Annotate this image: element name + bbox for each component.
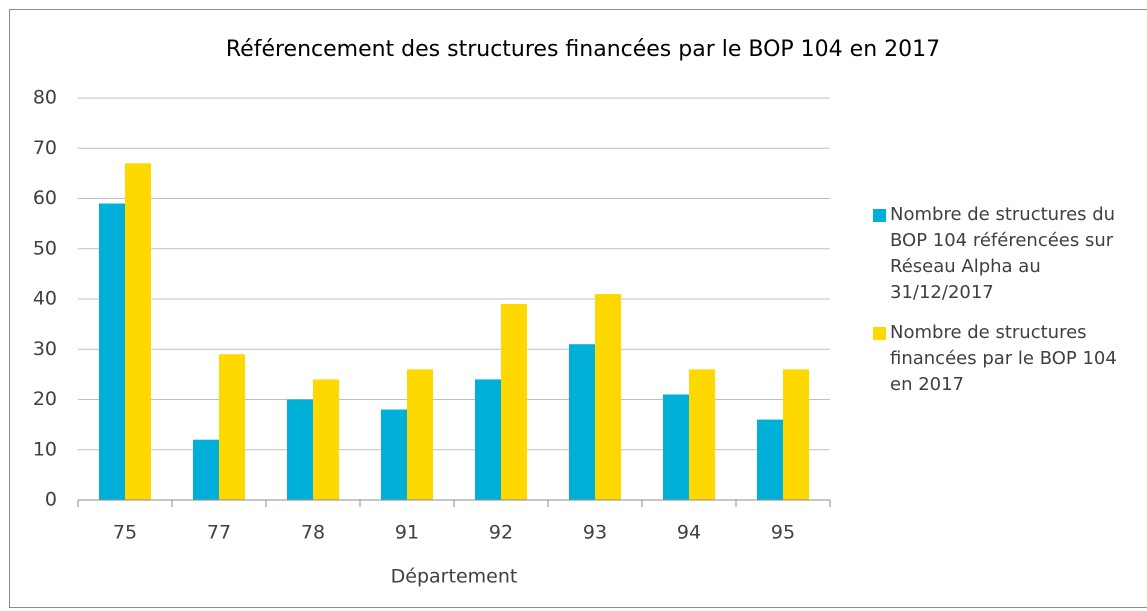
x-tick-label: 78	[301, 522, 325, 544]
x-tick-label: 93	[583, 522, 607, 544]
legend-label: Nombre de structures du BOP 104 référenc…	[890, 204, 1116, 303]
x-tick-label: 92	[489, 522, 513, 544]
x-tick-label: 75	[113, 522, 137, 544]
y-tick-label: 0	[45, 489, 57, 511]
x-axis-label: Département	[391, 566, 518, 588]
bar	[125, 163, 151, 500]
x-tick-label: 91	[395, 522, 419, 544]
legend-swatch	[873, 209, 886, 222]
legend-item: Nombre de structures financées par le BO…	[873, 320, 1145, 398]
bar	[689, 369, 715, 500]
y-tick-label: 60	[33, 187, 57, 209]
bar	[475, 379, 501, 500]
bar	[407, 369, 433, 500]
bar	[219, 354, 245, 500]
bar	[757, 419, 783, 500]
bar	[287, 399, 313, 500]
bar	[381, 409, 407, 500]
bar	[99, 203, 125, 500]
chart-title: Référencement des structures financées p…	[226, 37, 940, 62]
y-tick-label: 70	[33, 137, 57, 159]
x-tick-label: 77	[207, 522, 231, 544]
bar	[193, 439, 219, 500]
bar	[501, 304, 527, 500]
bar	[595, 293, 621, 500]
y-tick-label: 20	[33, 388, 57, 410]
chart-frame	[9, 9, 1147, 608]
legend-item: Nombre de structures du BOP 104 référenc…	[873, 202, 1145, 306]
bar	[663, 394, 689, 500]
y-tick-label: 10	[33, 438, 57, 460]
y-tick-label: 80	[33, 87, 57, 109]
x-tick-label: 94	[677, 522, 701, 544]
y-tick-label: 40	[33, 288, 57, 310]
bar	[783, 369, 809, 500]
bar	[313, 379, 339, 500]
y-tick-label: 30	[33, 338, 57, 360]
x-tick-label: 95	[771, 522, 795, 544]
legend-swatch	[873, 327, 886, 340]
bar	[569, 344, 595, 500]
y-tick-label: 50	[33, 237, 57, 259]
legend-label: Nombre de structures financées par le BO…	[890, 322, 1117, 395]
